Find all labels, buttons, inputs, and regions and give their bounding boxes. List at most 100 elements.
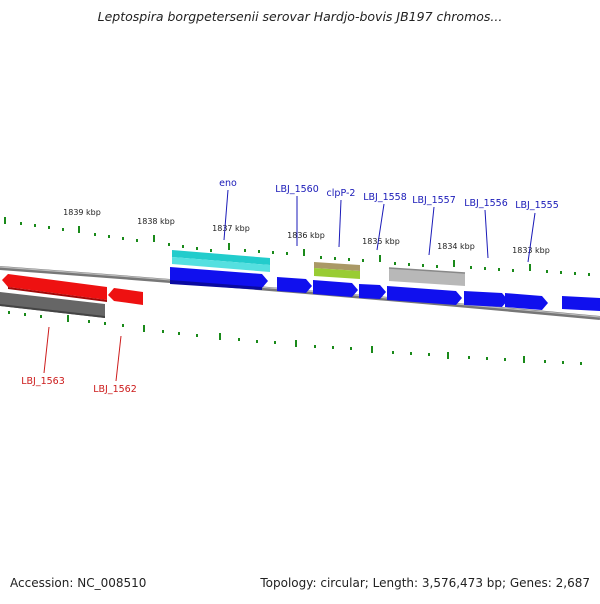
forward-strand-genes [170, 267, 600, 311]
tick-dot [182, 245, 184, 248]
gene-lbj-1556[interactable] [464, 291, 508, 307]
tick-dot [20, 222, 22, 225]
tick-dot [244, 249, 246, 252]
tick-dot [122, 237, 124, 240]
tick-dot [362, 259, 364, 262]
tick-dot [108, 235, 110, 238]
tick-dot [504, 358, 506, 361]
tick-dot [24, 313, 26, 316]
tick-dot [332, 346, 334, 349]
tick-dot [256, 340, 258, 343]
tick-dot [314, 345, 316, 348]
clpP-2-feature[interactable] [314, 268, 360, 279]
gene-label-clpP-2[interactable]: clpP-2 [327, 188, 356, 199]
tick-dot [394, 262, 396, 265]
tick-dot [178, 332, 180, 335]
tick-dot [210, 249, 212, 252]
leader-lbj-1557 [428, 206, 435, 256]
gene-label-lbj-1563[interactable]: LBJ_1563 [21, 376, 65, 387]
tick-dot [588, 273, 590, 276]
tick-dot [122, 324, 124, 327]
tick-dot [162, 330, 164, 333]
gene-lbj-1562[interactable] [108, 288, 143, 305]
tick-dot [196, 334, 198, 337]
gene-label-eno[interactable]: eno [219, 178, 237, 189]
gene-label-lbj-1562[interactable]: LBJ_1562 [93, 384, 137, 395]
tick-dot [62, 228, 64, 231]
tick-dot [104, 322, 106, 325]
gene-labels: eno LBJ_1560 clpP-2 LBJ_1558 LBJ_1557 LB… [21, 178, 559, 395]
forward-tick-row [4, 217, 590, 276]
leader-clpP-2 [338, 199, 342, 248]
leader-eno [223, 189, 229, 241]
chromosome-title: Leptospira borgpetersenii serovar Hardjo… [97, 9, 503, 24]
gene-lbj-1557[interactable] [387, 286, 462, 305]
tick-dot [422, 264, 424, 267]
tick-dot [562, 361, 564, 364]
tick-dot [410, 352, 412, 355]
gene-lbj-1558[interactable] [359, 284, 386, 299]
kbp-scale-labels: 1839 kbp 1838 kbp 1837 kbp 1836 kbp 1835… [63, 208, 550, 255]
gene-eno-shade [170, 280, 262, 290]
tick-dot [88, 320, 90, 323]
tick-dot [408, 263, 410, 266]
eno-feature-shade [172, 257, 270, 272]
tick-dot [574, 272, 576, 275]
tick-dot [486, 357, 488, 360]
gene-lbj-1555[interactable] [505, 293, 548, 310]
kbp-label-1838: 1838 kbp [137, 217, 175, 226]
tick-dot [544, 360, 546, 363]
leader-lbj-1555 [527, 212, 536, 263]
tick-dot [334, 257, 336, 260]
reverse-strand-genes [0, 274, 143, 318]
tick-dot [560, 271, 562, 274]
tick-dot [484, 267, 486, 270]
kbp-label-1834: 1834 kbp [437, 242, 475, 251]
tick-dot [34, 224, 36, 227]
gene-lbj-1563[interactable] [2, 274, 107, 300]
tick-dot [580, 362, 582, 365]
kbp-label-1839: 1839 kbp [63, 208, 101, 217]
gene-label-lbj-1556[interactable]: LBJ_1556 [464, 198, 508, 209]
gene-clpP-2[interactable] [313, 280, 358, 297]
tick-dot [546, 270, 548, 273]
tick-dot [258, 250, 260, 253]
tick-dot [274, 341, 276, 344]
tick-dot [48, 226, 50, 229]
eno-feature[interactable] [172, 250, 270, 265]
tick-dot [238, 338, 240, 341]
annotation-features [172, 250, 466, 286]
leader-lbj-1558 [376, 203, 385, 251]
tick-dot [512, 269, 514, 272]
tick-dot [320, 256, 322, 259]
gene-lbj-1560[interactable] [277, 277, 312, 293]
tick-dot [196, 247, 198, 250]
gene-label-lbj-1557[interactable]: LBJ_1557 [412, 195, 456, 206]
tick-dot [8, 311, 10, 314]
tick-dot [392, 351, 394, 354]
leader-lbj-1562 [115, 335, 122, 382]
tick-dot [468, 356, 470, 359]
tick-dot [286, 252, 288, 255]
gene-label-leaders [43, 189, 536, 382]
tick-dot [498, 268, 500, 271]
gene-lbj-1563-shade [8, 287, 107, 302]
gene-label-lbj-1555[interactable]: LBJ_1555 [515, 200, 559, 211]
tick-dot [136, 239, 138, 242]
gene-label-lbj-1558[interactable]: LBJ_1558 [363, 192, 407, 203]
tick-dot [94, 233, 96, 236]
genome-summary-text: Topology: circular; Length: 3,576,473 bp… [260, 576, 590, 590]
reverse-tick-row [8, 311, 582, 365]
lbj-1557-feature-edge [388, 267, 466, 274]
gene-label-lbj-1560[interactable]: LBJ_1560 [275, 184, 319, 195]
leader-lbj-1556 [484, 209, 489, 259]
tick-dot [272, 251, 274, 254]
gene-offscreen-forward[interactable] [562, 296, 600, 311]
lbj-1563-feature[interactable] [0, 292, 105, 318]
leader-lbj-1563 [43, 326, 50, 374]
tick-dot [40, 315, 42, 318]
kbp-label-1836: 1836 kbp [287, 231, 325, 240]
kbp-label-1835: 1835 kbp [362, 237, 400, 246]
